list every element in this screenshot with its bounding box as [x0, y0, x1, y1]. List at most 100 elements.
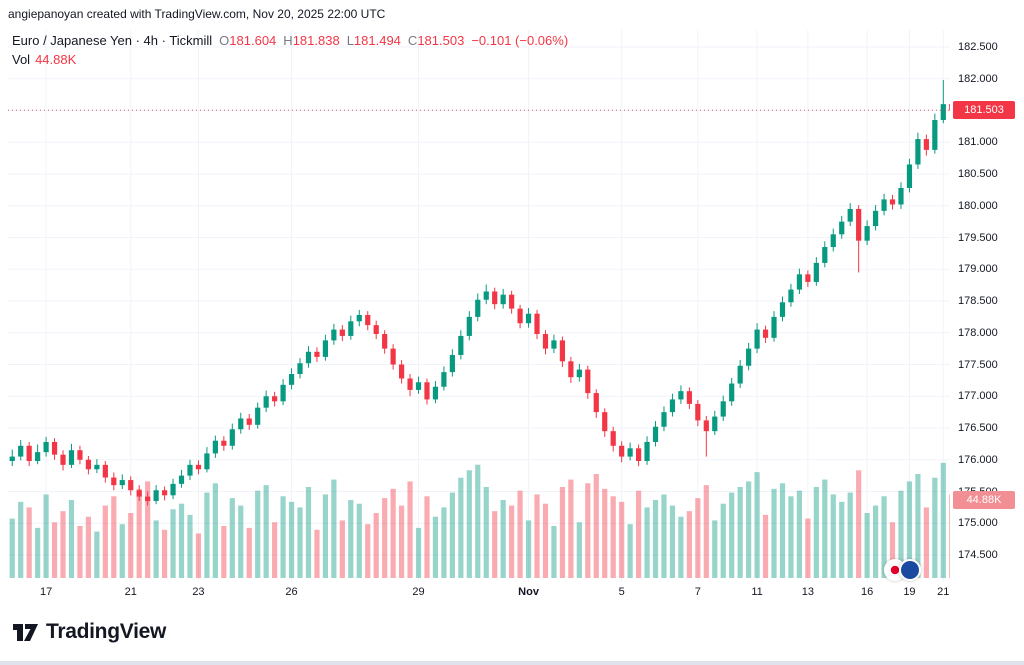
time-axis-label: 29 — [412, 586, 425, 598]
candle-body — [661, 412, 667, 427]
volume-badge: 44.88K — [953, 491, 1015, 509]
volume-bar — [94, 531, 100, 578]
high-label: H — [283, 33, 293, 48]
last-price-badge: 181.503 — [953, 101, 1015, 120]
volume-bar — [9, 518, 15, 578]
volume-bar — [187, 514, 193, 578]
volume-bar — [585, 483, 591, 578]
time-axis-label: 21 — [124, 586, 137, 598]
candle-body — [195, 464, 202, 470]
volume-bar — [593, 474, 599, 578]
volume-bar — [923, 507, 929, 578]
volume-bar — [305, 487, 312, 578]
time-axis-label: Nov — [518, 586, 539, 598]
time-axis[interactable]: 17 21 23 26 29 Nov 5 7 11 13 16 19 21 — [0, 584, 1024, 604]
candle-body — [35, 452, 41, 462]
candle-body — [559, 340, 566, 362]
volume-bar — [551, 526, 557, 578]
candle-body — [272, 396, 278, 402]
candle-body — [221, 440, 227, 446]
volume-bar — [297, 507, 303, 578]
volume-bar — [525, 520, 532, 578]
price-axis-label: 182.500 — [958, 41, 998, 53]
volume-bar — [686, 511, 692, 578]
volume-bar — [619, 501, 625, 578]
candle-body — [407, 378, 413, 390]
candle-body — [170, 483, 176, 496]
volume-bar — [424, 496, 430, 578]
volume-bar — [661, 494, 667, 578]
candle-body — [458, 335, 464, 355]
candle-body — [178, 475, 185, 484]
volume-bar — [432, 516, 439, 578]
symbol-legend[interactable]: Euro / Japanese Yen · 4h · Tickmill O181.… — [12, 33, 568, 48]
volume-bar — [509, 505, 515, 578]
price-axis-label: 174.500 — [958, 549, 998, 561]
volume-bar — [703, 485, 709, 578]
time-axis-label: 7 — [694, 586, 701, 598]
price-chart[interactable] — [8, 0, 956, 600]
volume-bar — [212, 483, 218, 578]
tradingview-brand-text: TradingView — [46, 620, 167, 643]
candle-body — [415, 382, 422, 390]
candle-body — [441, 372, 447, 387]
volume-bar — [77, 526, 83, 578]
candle-body — [737, 365, 743, 384]
candle-body — [161, 490, 168, 496]
price-axis-label: 175.000 — [958, 517, 998, 530]
attribution-text: angiepanoyan created with TradingView.co… — [8, 7, 386, 21]
candle-body — [610, 431, 616, 446]
candle-body — [136, 490, 142, 497]
candle-body — [635, 448, 642, 462]
open-label: O — [219, 33, 230, 48]
bottom-divider — [0, 661, 1024, 665]
volume-bar — [652, 500, 659, 578]
volume-bar — [280, 496, 286, 578]
volume-bar — [18, 501, 24, 578]
candle-body — [534, 313, 540, 335]
open-value: 181.604 — [229, 33, 277, 48]
volume-bar — [204, 492, 210, 578]
candle-body — [102, 464, 108, 478]
symbol-flags[interactable] — [884, 559, 921, 581]
volume-bar — [627, 524, 633, 578]
candle-body — [263, 396, 269, 408]
candle-body — [204, 453, 210, 470]
volume-bar — [35, 527, 41, 578]
candle-body — [915, 139, 921, 165]
candle-body — [339, 329, 345, 336]
volume-bar — [492, 511, 498, 578]
candle-body — [145, 496, 151, 502]
volume-bar — [60, 511, 66, 578]
volume-bar — [373, 513, 379, 578]
candle-body — [864, 226, 870, 241]
candle-body — [712, 416, 718, 432]
volume-bar — [398, 505, 405, 578]
tradingview-logo[interactable]: TradingView — [12, 620, 166, 644]
volume-bar — [746, 481, 752, 578]
price-axis[interactable]: 182.500182.000181.500181.000180.500180.0… — [950, 0, 1024, 600]
volume-bar — [864, 513, 870, 578]
candle-body — [382, 334, 388, 349]
volume-bar — [119, 524, 125, 578]
volume-bar — [881, 496, 887, 578]
volume-bar — [255, 490, 261, 578]
candle-body — [356, 314, 362, 322]
volume-bar — [830, 494, 836, 578]
volume-bar — [407, 481, 413, 578]
time-axis-label: 13 — [801, 586, 814, 598]
volume-bar — [458, 477, 464, 578]
volume-legend[interactable]: Vol 44.88K — [12, 52, 76, 67]
candle-body — [322, 340, 329, 357]
time-axis-label: 5 — [618, 586, 625, 598]
candle-body — [212, 440, 218, 454]
symbol-title[interactable]: Euro / Japanese Yen · 4h · Tickmill — [12, 33, 213, 48]
candle-body — [771, 316, 777, 338]
volume-bar — [238, 505, 244, 578]
volume-bar — [26, 507, 32, 578]
volume-bar — [288, 501, 295, 578]
candle-body — [398, 364, 405, 379]
volume-bar — [475, 464, 481, 578]
candle-body — [872, 210, 879, 227]
